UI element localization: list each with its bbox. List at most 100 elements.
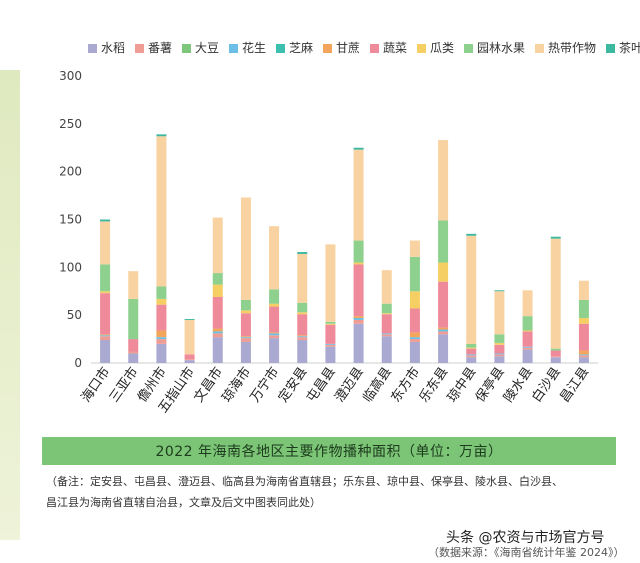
x-tick-label: 琼中县 (445, 365, 480, 406)
bar-segment (550, 236, 561, 239)
bar-segment (240, 338, 251, 342)
x-tick-label: 昌江县 (558, 365, 593, 406)
bar-segment (100, 293, 111, 335)
legend-label: 番薯 (148, 41, 172, 55)
legend-label: 园林水果 (477, 41, 525, 55)
bar-segment (409, 332, 420, 338)
bar-segment (269, 289, 280, 304)
bar-segment (297, 340, 308, 363)
bar-segment (156, 298, 167, 305)
bar-segment (438, 140, 449, 221)
bar-segment (184, 318, 195, 320)
bar-segment (269, 332, 280, 334)
bar-segment (578, 350, 589, 355)
bar-segment (409, 240, 420, 257)
bar-segment (438, 334, 449, 363)
bar-segment (466, 354, 477, 356)
x-tick-label: 临高县 (360, 364, 395, 405)
bar-segment (212, 217, 223, 274)
bar-segment (550, 238, 561, 349)
legend-label: 大豆 (195, 41, 219, 55)
bar-segment (100, 334, 111, 336)
y-tick-label: 100 (59, 260, 82, 274)
legend-label: 水稻 (101, 41, 125, 55)
footnote-line-2: 昌江县为海南省直辖自治县，文章及后文中图表同此处） (46, 496, 321, 509)
bar-segment (100, 340, 111, 363)
legend-swatch (464, 44, 473, 53)
bar-segment (325, 323, 336, 325)
bar-segment (466, 343, 477, 348)
bar-segment (578, 318, 589, 324)
watermark-text: 头条 @农资与市场官方号 (446, 530, 605, 546)
bar-segment (353, 323, 364, 363)
x-tick-label: 琼海市 (219, 364, 254, 405)
bar-segment (353, 316, 364, 319)
bar-segment (438, 331, 449, 335)
x-tick-label: 陵水县 (501, 365, 536, 406)
bar-segment (409, 308, 420, 333)
bar-segment (438, 281, 449, 328)
bar-segment (522, 331, 533, 347)
bar-segment (100, 264, 111, 292)
bar-segment (297, 336, 308, 338)
legend-label: 芝麻 (289, 40, 313, 55)
bar-segment (494, 290, 505, 292)
bar-segment (578, 299, 589, 319)
bar-segment (578, 280, 589, 300)
bar-segment (494, 291, 505, 335)
bar-segment (550, 348, 561, 351)
bar-segment (353, 149, 364, 241)
bar-segment (494, 334, 505, 343)
bar-segment (100, 219, 111, 222)
bar-segment (466, 357, 477, 363)
bar-segment (409, 291, 420, 309)
bar-segment (353, 318, 364, 320)
bar-segment (240, 310, 251, 314)
bar-segment (156, 339, 167, 344)
bar-segment (409, 337, 420, 340)
bar-segment (100, 291, 111, 294)
x-tick-label: 白沙县 (529, 364, 564, 405)
bar-segment (494, 344, 505, 354)
bar-segment (325, 321, 336, 324)
bar-segment (156, 286, 167, 299)
bar-segment (522, 349, 533, 363)
x-tick-label: 保亭县 (472, 364, 507, 405)
bar-segment (156, 136, 167, 287)
y-tick-label: 0 (74, 356, 82, 370)
bar-segment (184, 354, 195, 360)
bar-series (91, 134, 598, 364)
bar-segment (409, 341, 420, 363)
bar-segment (494, 356, 505, 363)
bar-segment (353, 319, 364, 324)
legend-label: 花生 (242, 40, 266, 55)
y-tick-label: 150 (59, 213, 82, 227)
bar-segment (409, 339, 420, 342)
bar-segment (297, 335, 308, 337)
bar-segment (381, 314, 392, 334)
legend-swatch (229, 44, 238, 53)
bar-segment (438, 262, 449, 282)
bar-segment (381, 270, 392, 304)
y-tick-label: 250 (59, 117, 82, 131)
bar-segment (297, 314, 308, 336)
bar-segment (325, 244, 336, 322)
bar-segment (240, 197, 251, 300)
bar-segment (212, 328, 223, 332)
bar-segment (100, 335, 111, 337)
bar-segment (297, 302, 308, 313)
bar-segment (269, 338, 280, 363)
bar-segment (184, 359, 195, 361)
legend-label: 瓜类 (430, 41, 454, 55)
bar-segment (494, 354, 505, 357)
x-tick-label: 海口市 (78, 364, 113, 405)
bar-segment (353, 147, 364, 150)
bar-segment (522, 290, 533, 317)
x-tick-label: 东方市 (388, 364, 423, 405)
bar-segment (325, 346, 336, 363)
footnote-line-1: （备注：定安县、屯昌县、澄迈县、临高县为海南省直辖县；乐东县、琼中县、保亭县、陵… (46, 475, 563, 488)
bar-segment (381, 334, 392, 337)
bar-segment (578, 355, 589, 358)
legend-swatch (323, 44, 332, 53)
bar-segment (156, 330, 167, 338)
